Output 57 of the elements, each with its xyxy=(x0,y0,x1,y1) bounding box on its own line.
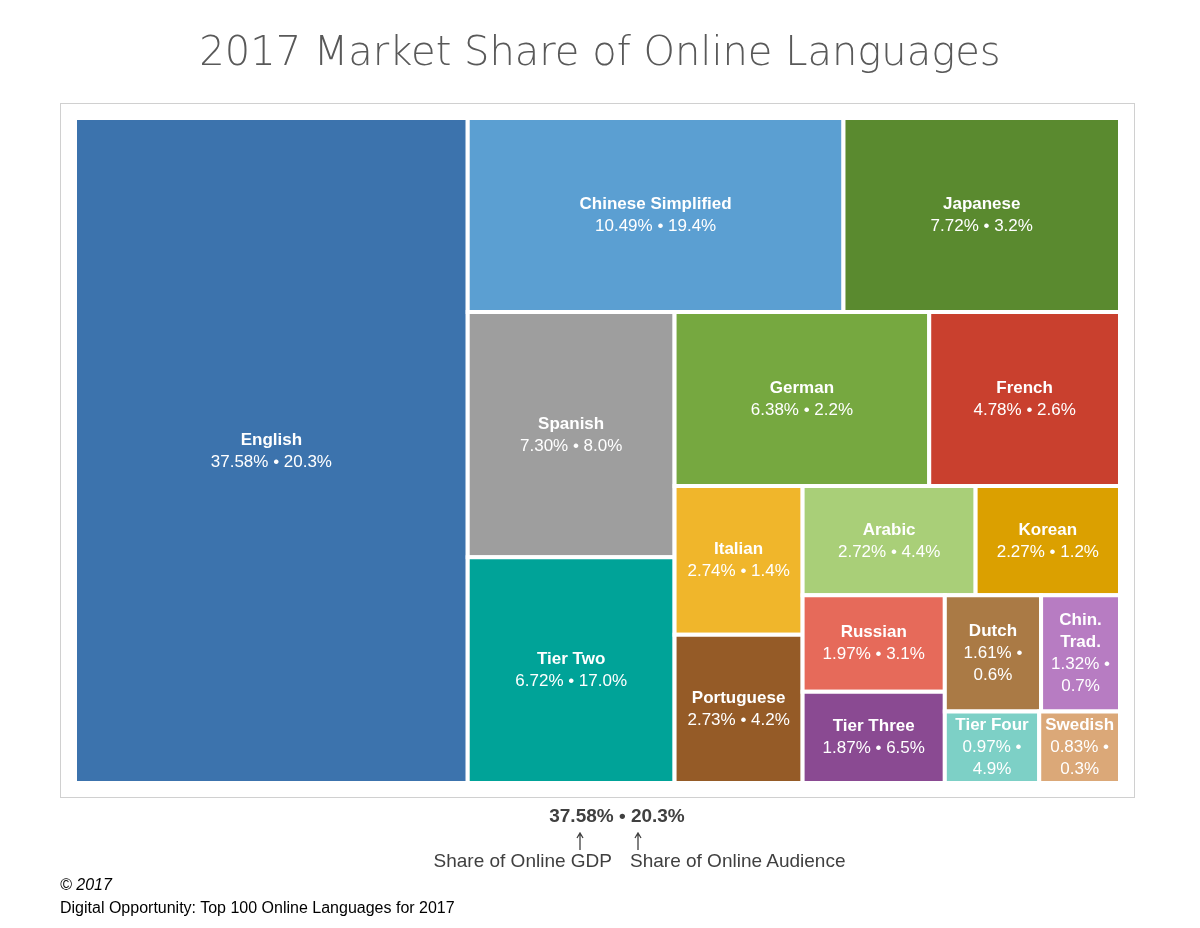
category-label: Swedish xyxy=(1045,715,1115,735)
text: Digital Opportunity: Top 100 Online Languages for 2017 xyxy=(60,899,455,917)
category-label: Dutch xyxy=(968,621,1018,641)
data-label: 10.49% • xyxy=(595,216,664,235)
data-label: 4.2% xyxy=(751,709,790,729)
category-label: Arabic xyxy=(862,519,916,539)
data-label: 20.3% xyxy=(283,451,332,471)
data-label: 2.27% • xyxy=(996,541,1056,561)
data-label: 2.72% • xyxy=(837,541,897,561)
category-label: English xyxy=(240,429,303,449)
category-label: Korean xyxy=(1018,519,1078,539)
category-label: Chin. Trad. xyxy=(1059,610,1102,652)
data-label: 1.61% • xyxy=(963,643,1023,663)
data-label: 1.4% xyxy=(751,561,790,581)
data-label: 0.6% xyxy=(973,665,1013,685)
data-label: 0.97% • xyxy=(962,737,1022,757)
data-label: 6.5% xyxy=(886,738,925,758)
text: 37.58% • 20.3% xyxy=(549,805,685,827)
category-label: Portuguese xyxy=(691,687,786,707)
data-label: 1.2% xyxy=(1060,541,1099,561)
data-label: 19.4% xyxy=(668,216,717,235)
category-label: Chinese Simplified xyxy=(579,194,732,213)
category-label: Spanish xyxy=(538,413,605,433)
text: © 2017 xyxy=(60,876,112,894)
data-label: 2.73% • xyxy=(687,709,747,729)
data-label: 2.2% xyxy=(814,400,854,420)
category-label: French xyxy=(996,378,1053,398)
data-label: 4.78% • xyxy=(973,400,1033,420)
data-label: 0.7% xyxy=(1061,676,1100,696)
data-label: 0.3% xyxy=(1060,759,1100,779)
data-label: 2.74% • xyxy=(687,561,747,581)
data-label: 4.9% xyxy=(972,759,1012,779)
category-label: Japanese xyxy=(942,194,1021,213)
data-label: 7.30% • xyxy=(520,435,579,455)
data-label: 2.6% xyxy=(1037,400,1076,420)
data-label: 7.72% • xyxy=(930,216,990,235)
data-label: 6.38% • xyxy=(750,400,810,420)
category-label: Russian xyxy=(840,622,907,642)
data-label: 6.72% • xyxy=(515,671,575,691)
data-label: 17.0% xyxy=(578,671,628,691)
data-label: 1.32% • xyxy=(1051,654,1111,674)
category-label: Tier Two xyxy=(536,649,606,669)
data-label: 1.97% • xyxy=(822,644,882,664)
category-label: Tier Four xyxy=(955,715,1030,735)
text: 2017 Market Share of Online Languages xyxy=(198,28,1002,74)
data-label: 8.0% xyxy=(583,435,623,455)
text: Share of Online GDP xyxy=(433,850,612,872)
category-label: German xyxy=(769,378,835,398)
data-label: 37.58% • xyxy=(210,451,280,471)
category-label: Italian xyxy=(714,539,764,559)
data-label: 4.4% xyxy=(901,541,941,561)
legend-label: Share of Online Audience xyxy=(630,850,846,872)
data-label: 0.83% • xyxy=(1050,737,1110,757)
data-label: 1.87% • xyxy=(822,738,882,758)
data-label: 3.1% xyxy=(886,644,925,664)
data-label: 3.2% xyxy=(994,216,1033,235)
category-label: Tier Three xyxy=(832,716,915,736)
